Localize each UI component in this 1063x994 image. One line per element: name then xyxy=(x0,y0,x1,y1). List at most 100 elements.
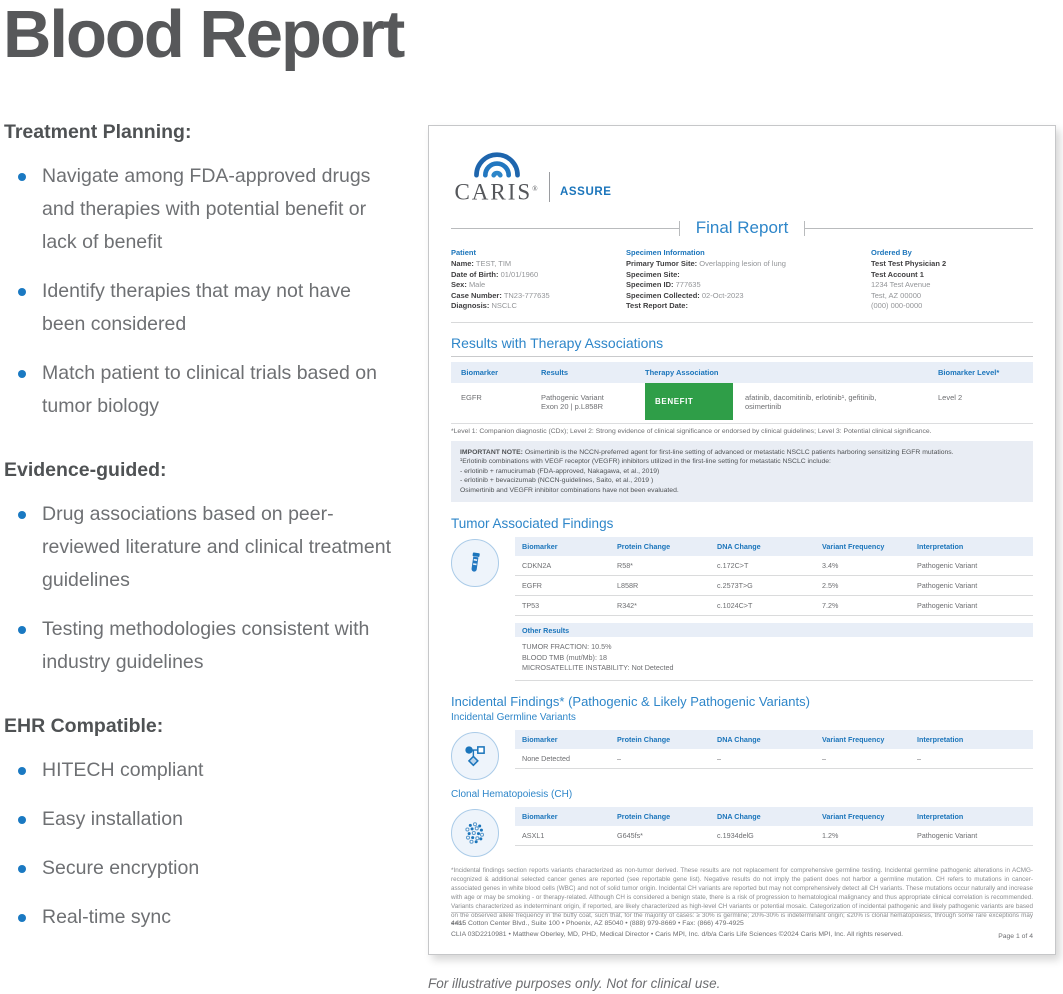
report-document: CARIS® ASSURE Final Report Patient Name:… xyxy=(428,125,1056,955)
note-line: IMPORTANT NOTE: Osimertinib is the NCCN-… xyxy=(460,448,1024,458)
note-line: - erlotinib + bevacizumab (NCCN-guidelin… xyxy=(460,477,654,485)
cell: c.172C>T xyxy=(717,561,749,571)
list-item: Identify therapies that may not have bee… xyxy=(18,275,394,341)
cell: – xyxy=(617,753,621,763)
cell: Pathogenic Variant xyxy=(917,601,978,611)
therapies-cell: afatinib, dacomitinib, erlotinib¹, gefit… xyxy=(745,392,877,412)
biomarker-cell: EGFR xyxy=(461,392,482,402)
info-row: Primary Tumor Site: Overlapping lesion o… xyxy=(626,259,871,270)
cell: L858R xyxy=(617,581,639,591)
column-header: Protein Change xyxy=(617,811,671,821)
section-heading: Treatment Planning: xyxy=(4,121,192,143)
field-label: Diagnosis: xyxy=(451,301,490,310)
cell: R342* xyxy=(617,601,637,611)
field-label: Specimen ID: xyxy=(626,280,674,289)
tumor-findings-block: Biomarker Protein Change DNA Change Vari… xyxy=(451,537,1033,681)
column-header: DNA Change xyxy=(717,811,761,821)
caris-wordmark: CARIS® xyxy=(454,178,539,204)
field-label: Specimen Collected: xyxy=(626,290,700,300)
result-line: Pathogenic Variant xyxy=(541,392,604,402)
table-row: CDKN2A R58* c.172C>T 3.4% Pathogenic Var… xyxy=(515,556,1033,577)
list-item: Secure encryption xyxy=(18,852,394,885)
ch-table: Biomarker Protein Change DNA Change Vari… xyxy=(515,806,1033,857)
note-label: IMPORTANT NOTE: xyxy=(460,448,523,456)
registered-mark: ® xyxy=(532,185,540,194)
important-note: IMPORTANT NOTE: Osimertinib is the NCCN-… xyxy=(451,440,1033,503)
note-text: Osimertinib is the NCCN-preferred agent … xyxy=(524,448,954,456)
ordered-by-line: (000) 000-0000 xyxy=(871,301,923,310)
other-result-line: BLOOD TMB (mut/Mb): 18 xyxy=(522,652,607,662)
cell: c.2573T>G xyxy=(717,581,753,591)
field-label: Primary Tumor Site: xyxy=(626,259,698,268)
banner-line xyxy=(451,227,679,229)
divider xyxy=(451,355,1033,357)
levels-footnote: *Level 1: Companion diagnostic (CDx); Le… xyxy=(451,422,1033,441)
section-ehr-compatible: EHR Compatible: HITECH compliant Easy in… xyxy=(4,715,406,934)
table-header: Biomarker Protein Change DNA Change Vari… xyxy=(515,729,1033,749)
info-row: Date of Birth: 01/01/1960 xyxy=(451,270,626,281)
field-label: Name: xyxy=(451,259,474,268)
field-value: 02-Oct-2023 xyxy=(701,290,744,300)
table-row: EGFR L858R c.2573T>G 2.5% Pathogenic Var… xyxy=(515,576,1033,597)
other-result-line: TUMOR FRACTION: 10.5% xyxy=(522,642,612,652)
list-item: Real-time sync xyxy=(18,901,394,934)
info-row: Test Report Date: xyxy=(626,301,871,312)
section-heading: EHR Compatible: xyxy=(4,715,164,737)
report-info-grid: Patient Name: TEST, TIM Date of Birth: 0… xyxy=(451,248,1033,312)
info-row: Case Number: TN23-777635 xyxy=(451,291,626,302)
table-header: Biomarker Protein Change DNA Change Vari… xyxy=(515,806,1033,826)
list-item: Testing methodologies consistent with in… xyxy=(18,613,394,679)
list-item: Drug associations based on peer-reviewed… xyxy=(18,498,394,597)
bullet-list: Drug associations based on peer-reviewed… xyxy=(4,498,406,679)
results-table-header: Biomarker Results Therapy Association Bi… xyxy=(451,361,1033,383)
brand-name: CARIS xyxy=(454,180,533,205)
tumor-findings-table: Biomarker Protein Change DNA Change Vari… xyxy=(515,537,1033,681)
blood-tube-icon xyxy=(451,539,499,588)
info-row: Specimen Site: xyxy=(626,270,871,281)
field-value: TN23-777635 xyxy=(503,290,550,300)
final-report-banner: Final Report xyxy=(451,218,1034,238)
info-row: Diagnosis: NSCLC xyxy=(451,301,626,312)
field-label: Test Report Date: xyxy=(626,301,688,310)
page-number: Page 1 of 4 xyxy=(998,933,1033,940)
ordered-by-line: 1234 Test Avenue xyxy=(871,280,931,289)
specimen-info: Specimen Information Primary Tumor Site:… xyxy=(626,248,871,312)
product-name: ASSURE xyxy=(560,186,612,198)
other-result-line: MICROSATELLITE INSTABILITY: Not Detected xyxy=(522,663,674,673)
section-evidence-guided: Evidence-guided: Drug associations based… xyxy=(4,459,406,679)
germline-block: Biomarker Protein Change DNA Change Vari… xyxy=(451,729,1033,780)
column-header: Interpretation xyxy=(917,811,964,821)
ordered-by-line: Test, AZ 00000 xyxy=(871,290,922,300)
field-label: Sex: xyxy=(451,280,467,289)
cell: EGFR xyxy=(522,581,542,591)
info-row: Specimen Collected: 02-Oct-2023 xyxy=(626,291,871,302)
bullet-list: HITECH compliant Easy installation Secur… xyxy=(4,754,406,934)
column-header: Biomarker xyxy=(461,367,499,377)
field-value: 01/01/1960 xyxy=(500,269,539,279)
field-value: NSCLC xyxy=(491,301,517,310)
banner-line xyxy=(805,227,1034,229)
incidental-footnote: *Incidental findings section reports var… xyxy=(451,866,1033,928)
germline-subheading: Incidental Germline Variants xyxy=(451,711,576,723)
cell: CDKN2A xyxy=(522,561,552,571)
cell: 2.5% xyxy=(822,581,839,591)
field-label: Case Number: xyxy=(451,290,502,300)
table-header: Biomarker Protein Change DNA Change Vari… xyxy=(515,537,1033,557)
bullet-list: Navigate among FDA-approved drugs and th… xyxy=(4,160,406,423)
ch-subheading: Clonal Hematopoiesis (CH) xyxy=(451,788,573,800)
results-cell: Pathogenic Variant Exon 20 | p.L858R xyxy=(541,383,645,412)
list-item: Easy installation xyxy=(18,803,394,836)
column-header: DNA Change xyxy=(717,542,761,552)
results-section-heading: Results with Therapy Associations xyxy=(451,334,664,351)
cell: 1.2% xyxy=(822,830,839,840)
column-header: Results xyxy=(541,367,569,377)
banner-tick xyxy=(804,220,806,236)
field-label: Date of Birth: xyxy=(451,269,499,279)
column-header: Biomarker Level* xyxy=(938,367,1000,377)
column-header: Therapy Association xyxy=(645,367,719,377)
cell: – xyxy=(717,753,721,763)
pedigree-icon xyxy=(451,731,499,780)
cell: – xyxy=(822,753,826,763)
info-row: Sex: Male xyxy=(451,280,626,291)
cell: c.1024C>T xyxy=(717,601,753,611)
